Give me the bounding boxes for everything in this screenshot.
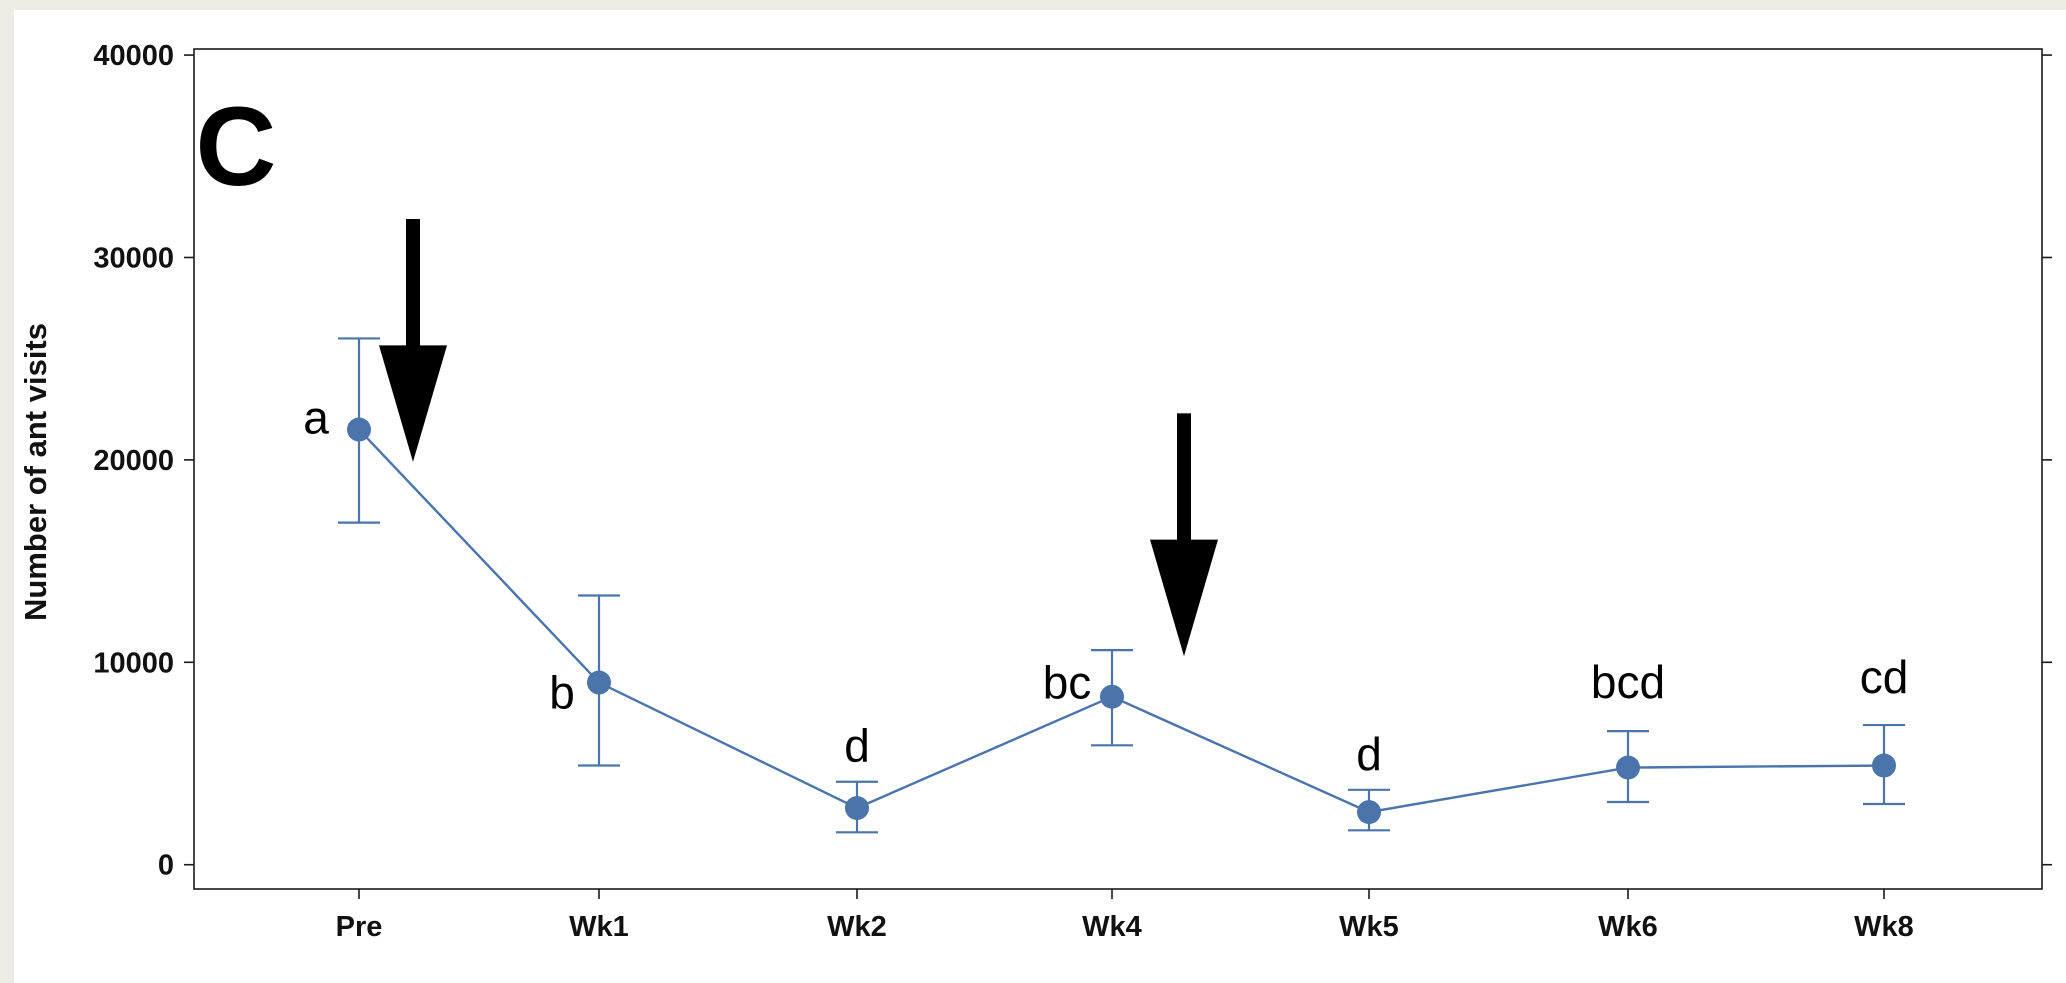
ant-visits-chart: 0 10000 20000 30000 40000 Pre Wk1 Wk2 Wk4 Wk5 Wk6 W… xyxy=(18,40,2052,943)
axes: 0 10000 20000 30000 40000 Pre Wk1 Wk2 Wk4 Wk5 Wk6 W… xyxy=(18,40,2052,943)
x-tick-label: Wk5 xyxy=(1339,911,1399,943)
down-arrow xyxy=(1150,413,1218,657)
significance-label: cd xyxy=(1860,651,1909,703)
data-point xyxy=(1100,684,1124,709)
arrow-head xyxy=(1150,539,1218,657)
x-tick-label: Wk1 xyxy=(569,911,629,943)
y-tick-label: 40000 xyxy=(93,40,174,72)
data-point xyxy=(845,796,869,821)
data-point xyxy=(1616,755,1640,780)
data-series xyxy=(338,337,1905,834)
x-tick-label: Wk2 xyxy=(827,911,887,943)
panel-label: C xyxy=(196,84,277,209)
significance-label: a xyxy=(303,392,329,444)
data-point xyxy=(347,417,371,442)
down-arrow xyxy=(379,219,447,462)
data-point xyxy=(1872,753,1896,778)
y-tick-label: 20000 xyxy=(93,445,174,477)
annotation-arrows xyxy=(379,219,1218,657)
significance-label: d xyxy=(1356,728,1382,780)
y-tick-label: 10000 xyxy=(93,647,174,679)
arrow-shaft xyxy=(406,219,420,348)
figure-panel: 0 10000 20000 30000 40000 Pre Wk1 Wk2 Wk4 Wk5 Wk6 W… xyxy=(14,10,2066,983)
x-tick-label: Wk6 xyxy=(1598,911,1658,943)
y-axis-label: Number of ant visits xyxy=(18,323,53,621)
significance-label: d xyxy=(844,720,870,772)
x-tick-label: Pre xyxy=(336,911,383,943)
data-point xyxy=(587,670,611,695)
x-tick-label: Wk4 xyxy=(1082,911,1142,943)
arrow-head xyxy=(379,345,447,462)
data-point xyxy=(1357,800,1381,825)
y-tick-label: 0 xyxy=(158,850,174,882)
significance-label: b xyxy=(549,667,575,719)
plot-frame xyxy=(193,48,2043,890)
x-tick-label: Wk8 xyxy=(1854,911,1914,943)
y-tick-label: 30000 xyxy=(93,242,174,274)
significance-label: bcd xyxy=(1591,656,1665,708)
significance-label: bc xyxy=(1043,657,1092,709)
series-line xyxy=(358,428,1885,814)
arrow-shaft xyxy=(1177,413,1191,542)
